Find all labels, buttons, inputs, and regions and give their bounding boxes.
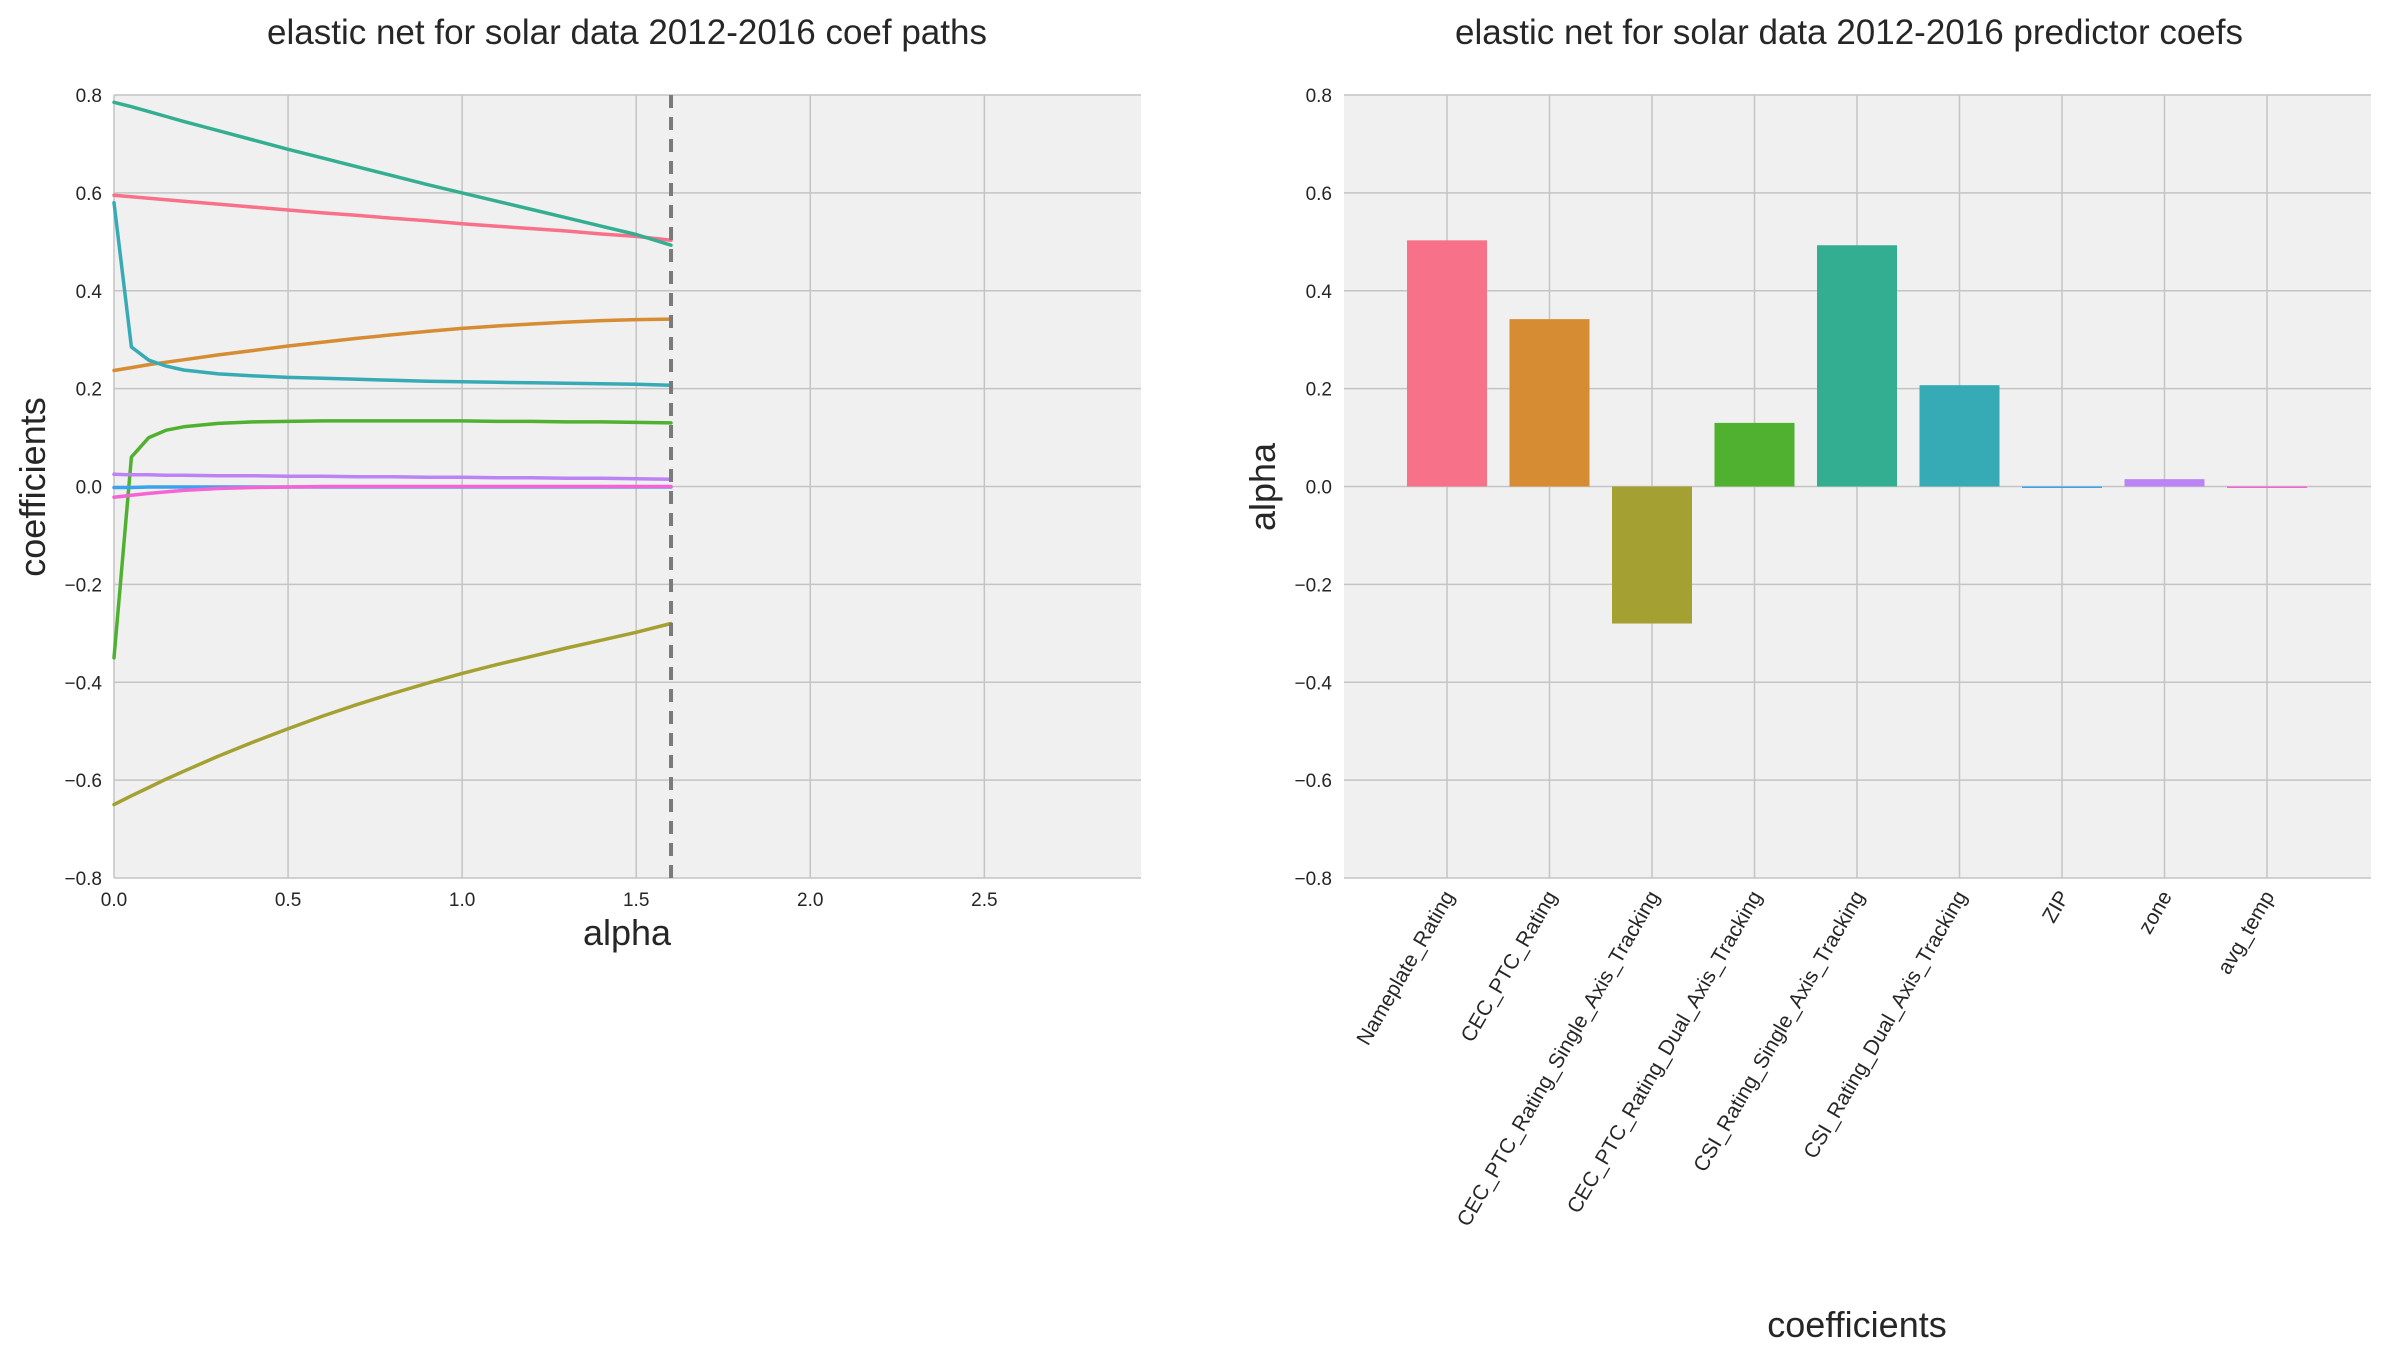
category-label: CEC_PTC_Rating_Single_Axis_Tracking	[1453, 887, 1665, 1230]
category-label: CSI_Rating_Single_Axis_Tracking	[1689, 887, 1869, 1176]
left-x-tick-label: 2.5	[971, 890, 997, 911]
coef-paths-chart: elastic net for solar data 2012-2016 coe…	[12, 13, 1141, 953]
coef-bar	[1612, 486, 1692, 624]
right-chart-title: elastic net for solar data 2012-2016 pre…	[1455, 13, 2243, 52]
left-y-tick-label: 0.2	[76, 380, 102, 401]
coef-bar	[1817, 245, 1897, 487]
coef-path-series-2	[112, 621, 673, 807]
coef-path-series-1	[112, 317, 673, 373]
left-x-tick-label: 2.0	[797, 890, 823, 911]
left-x-axis-label: alpha	[583, 912, 672, 953]
right-y-tick-label: 0.8	[1306, 86, 1332, 107]
right-y-tick-label: 0.2	[1306, 380, 1332, 401]
right-x-axis-label: coefficients	[1767, 1304, 1946, 1345]
category-label: ZIP	[2038, 887, 2074, 927]
coef-bar	[2227, 486, 2307, 488]
left-y-tick-label: −0.6	[64, 771, 102, 792]
right-y-tick-label: −0.2	[1294, 575, 1332, 596]
coef-path-series-0	[112, 193, 673, 243]
coef-bar	[1509, 319, 1590, 487]
left-x-tick-labels: 0.0 0.5 1.0 1.5 2.0 2.5	[101, 890, 998, 911]
left-y-axis-label: coefficients	[12, 397, 53, 576]
category-label: CEC_PTC_Rating	[1457, 887, 1562, 1046]
coef-bar	[2124, 479, 2205, 487]
left-x-tick-label: 0.0	[101, 890, 127, 911]
right-y-tick-label: −0.6	[1294, 771, 1332, 792]
coef-path-series-4	[112, 100, 673, 247]
right-y-tick-label: −0.8	[1294, 869, 1332, 890]
right-y-tick-label: −0.4	[1294, 673, 1332, 694]
left-y-tick-label: 0.0	[76, 478, 102, 499]
coef-bar	[2022, 486, 2102, 488]
coef-bar	[1714, 422, 1795, 487]
category-label: avg_temp	[2213, 887, 2279, 978]
category-label: CEC_PTC_Rating_Dual_Axis_Tracking	[1563, 887, 1767, 1217]
coef-path-series-3	[112, 419, 673, 660]
left-y-tick-label: −0.2	[64, 575, 102, 596]
coef-bar	[1407, 240, 1487, 487]
coef-bar	[1919, 385, 2000, 487]
right-bars	[1407, 240, 2307, 624]
right-y-tick-label: 0.0	[1306, 478, 1332, 499]
left-y-tick-label: 0.6	[76, 184, 102, 205]
right-y-axis-label: alpha	[1242, 442, 1283, 531]
left-y-tick-label: 0.8	[76, 86, 102, 107]
left-y-tick-labels: −0.8 −0.6 −0.4 −0.2 0.0 0.2 0.4 0.6 0.8	[64, 86, 102, 890]
predictor-coefs-chart: elastic net for solar data 2012-2016 pre…	[1242, 13, 2371, 1345]
right-y-tick-label: 0.6	[1306, 184, 1332, 205]
left-y-tick-label: −0.8	[64, 869, 102, 890]
category-label: Nameplate_Rating	[1352, 887, 1459, 1049]
coef-path-series-7	[112, 472, 673, 481]
left-series-lines	[112, 100, 673, 807]
left-x-tick-label: 1.5	[623, 890, 649, 911]
right-grid	[1344, 94, 2371, 879]
left-x-tick-label: 0.5	[275, 890, 301, 911]
coef-path-series-8	[112, 484, 673, 500]
right-y-tick-label: 0.4	[1306, 282, 1333, 303]
left-chart-title: elastic net for solar data 2012-2016 coe…	[267, 13, 987, 52]
left-x-tick-label: 1.0	[449, 890, 475, 911]
category-label: zone	[2134, 887, 2177, 938]
coef-path-series-5	[112, 200, 673, 387]
left-y-tick-label: 0.4	[76, 282, 103, 303]
right-category-labels: Nameplate_RatingCEC_PTC_RatingCEC_PTC_Ra…	[1352, 887, 2279, 1230]
right-y-tick-labels: −0.8 −0.6 −0.4 −0.2 0.0 0.2 0.4 0.6 0.8	[1294, 86, 1332, 890]
left-y-tick-label: −0.4	[64, 673, 102, 694]
